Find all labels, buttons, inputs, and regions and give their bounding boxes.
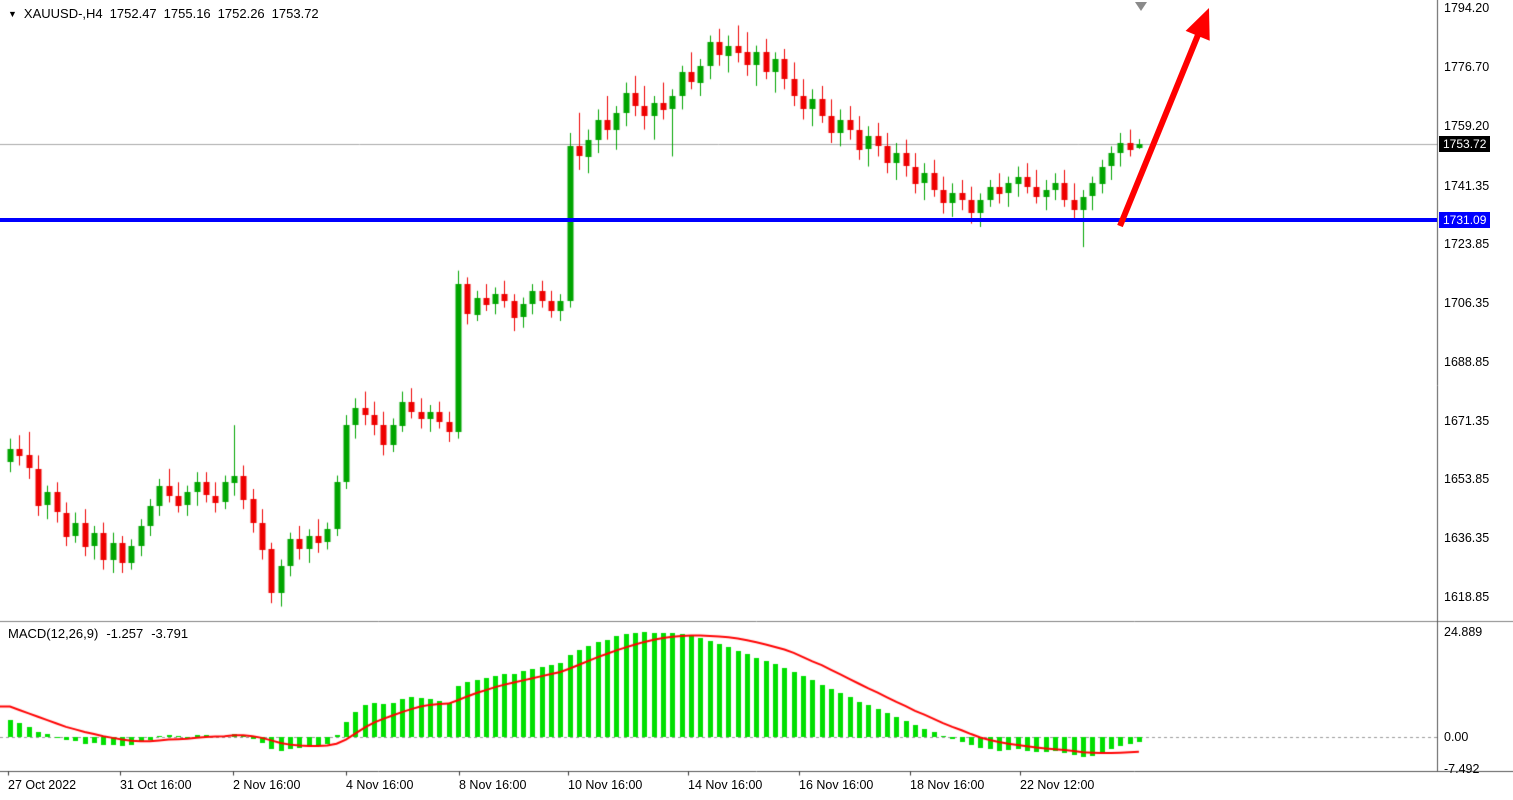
time-axis-label: 14 Nov 16:00 — [688, 778, 763, 792]
macd-indicator-label: MACD(12,26,9) -1.257 -3.791 — [8, 626, 188, 641]
time-axis-label: 31 Oct 16:00 — [120, 778, 192, 792]
macd-name: MACD(12,26,9) — [8, 626, 99, 641]
price-axis-label: 1759.20 — [1444, 119, 1490, 133]
price-axis-label: 1776.70 — [1444, 60, 1490, 74]
price-axis-label: 1688.85 — [1444, 355, 1490, 369]
time-axis-label: 22 Nov 12:00 — [1020, 778, 1095, 792]
macd-axis-label: 24.889 — [1444, 625, 1483, 639]
price-axis-label: 1636.35 — [1444, 531, 1490, 545]
time-axis-label: 2 Nov 16:00 — [233, 778, 301, 792]
time-axis-label: 10 Nov 16:00 — [568, 778, 643, 792]
price-axis[interactable]: 1794.20 1776.70 1759.20 1741.35 1723.85 1706.… — [1438, 0, 1513, 776]
price-axis-label: 1723.85 — [1444, 237, 1490, 251]
price-axis-label: 1741.35 — [1444, 179, 1490, 193]
time-axis-label: 18 Nov 16:00 — [910, 778, 985, 792]
ohlc-header: ▼ XAUUSD-,H4 1752.47 1755.16 1752.26 175… — [8, 6, 319, 21]
price-axis-label: 1794.20 — [1444, 1, 1490, 15]
symbol-dropdown-icon[interactable]: ▼ — [8, 8, 17, 19]
time-axis-label: 27 Oct 2022 — [8, 778, 77, 792]
macd-main-value: -1.257 — [106, 626, 144, 641]
time-axis[interactable]: 27 Oct 2022 31 Oct 16:00 2 Nov 16:00 4 Nov … — [0, 772, 1437, 800]
low-value: 1752.26 — [217, 6, 265, 21]
price-axis-label: 1653.85 — [1444, 472, 1490, 486]
support-line[interactable] — [0, 218, 1437, 222]
price-axis-label: 1618.85 — [1444, 590, 1490, 604]
chart-shift-marker-icon[interactable] — [1135, 2, 1147, 11]
current-price-badge: 1753.72 — [1439, 136, 1491, 152]
time-axis-label: 8 Nov 16:00 — [459, 778, 527, 792]
macd-axis-label: 0.00 — [1444, 730, 1469, 744]
time-axis-label: 4 Nov 16:00 — [346, 778, 414, 792]
open-value: 1752.47 — [109, 6, 157, 21]
support-price-badge: 1731.09 — [1439, 212, 1491, 228]
macd-signal-value: -3.791 — [151, 626, 189, 641]
symbol-timeframe-label: XAUUSD-,H4 — [23, 6, 103, 21]
time-axis-label: 16 Nov 16:00 — [799, 778, 874, 792]
price-axis-label: 1706.35 — [1444, 296, 1490, 310]
high-value: 1755.16 — [163, 6, 211, 21]
close-value: 1753.72 — [271, 6, 319, 21]
macd-axis-label: -7.492 — [1444, 762, 1480, 776]
price-axis-label: 1671.35 — [1444, 414, 1490, 428]
